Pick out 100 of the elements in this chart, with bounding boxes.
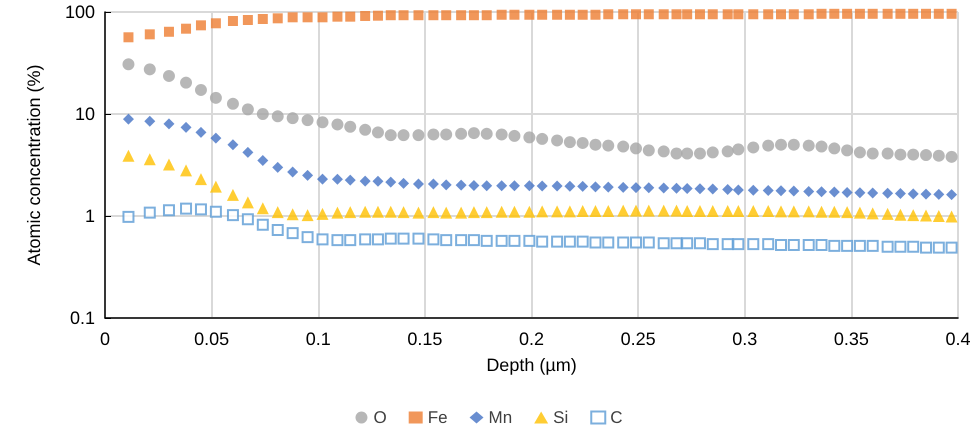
point bbox=[590, 10, 600, 20]
point bbox=[455, 128, 468, 140]
point bbox=[603, 9, 614, 20]
point bbox=[210, 206, 222, 218]
point bbox=[706, 146, 719, 158]
point bbox=[144, 153, 156, 166]
point bbox=[589, 236, 602, 248]
point bbox=[775, 138, 788, 151]
point bbox=[829, 8, 840, 19]
point bbox=[732, 204, 744, 217]
point bbox=[122, 114, 134, 125]
point bbox=[286, 227, 299, 240]
point bbox=[180, 164, 192, 176]
point bbox=[194, 84, 207, 96]
point bbox=[618, 182, 629, 193]
point bbox=[694, 148, 706, 160]
point bbox=[630, 236, 642, 248]
point bbox=[694, 183, 706, 194]
point bbox=[372, 233, 384, 246]
point bbox=[286, 112, 299, 124]
y-tick-label: 100 bbox=[64, 2, 95, 22]
legend-label: O bbox=[373, 408, 387, 427]
point bbox=[316, 116, 329, 128]
point bbox=[536, 236, 548, 248]
point bbox=[920, 188, 932, 200]
point bbox=[226, 209, 239, 222]
point bbox=[384, 206, 397, 218]
point bbox=[242, 213, 254, 226]
point bbox=[854, 240, 866, 252]
point bbox=[427, 206, 440, 218]
point bbox=[841, 240, 854, 252]
point bbox=[162, 158, 175, 170]
point bbox=[578, 10, 588, 20]
point bbox=[122, 210, 134, 223]
point bbox=[907, 148, 920, 161]
point bbox=[163, 118, 174, 130]
point bbox=[868, 8, 878, 19]
point bbox=[257, 155, 268, 166]
point bbox=[386, 10, 396, 20]
point bbox=[894, 208, 906, 221]
y-axis-title: Atomic concentration (%) bbox=[24, 64, 44, 266]
point bbox=[681, 148, 694, 160]
point bbox=[932, 150, 945, 162]
point bbox=[455, 234, 468, 246]
point bbox=[788, 238, 800, 251]
y-tick-label: 0.1 bbox=[70, 308, 95, 328]
point bbox=[496, 180, 508, 192]
point bbox=[788, 9, 799, 20]
point bbox=[440, 206, 452, 219]
point bbox=[722, 184, 734, 195]
point bbox=[455, 206, 468, 219]
point bbox=[658, 204, 670, 217]
point bbox=[788, 205, 800, 218]
point bbox=[577, 180, 588, 192]
point bbox=[828, 186, 840, 198]
point bbox=[907, 209, 920, 222]
point bbox=[920, 210, 932, 222]
point bbox=[748, 9, 758, 20]
point bbox=[748, 184, 759, 196]
point bbox=[642, 144, 655, 156]
point bbox=[398, 232, 410, 245]
point bbox=[242, 103, 254, 116]
point bbox=[552, 180, 563, 192]
point bbox=[412, 232, 424, 245]
point bbox=[681, 237, 694, 250]
point bbox=[630, 9, 641, 20]
point bbox=[762, 204, 774, 217]
point bbox=[359, 233, 372, 246]
point bbox=[496, 234, 508, 247]
point bbox=[272, 13, 283, 24]
point bbox=[359, 206, 372, 218]
point bbox=[196, 20, 206, 30]
point bbox=[802, 140, 815, 152]
point bbox=[428, 10, 438, 20]
point bbox=[427, 233, 440, 246]
point bbox=[372, 206, 384, 218]
point bbox=[682, 9, 692, 20]
point bbox=[509, 10, 520, 20]
point bbox=[644, 9, 654, 20]
point bbox=[658, 145, 670, 158]
point bbox=[618, 9, 628, 20]
point bbox=[932, 210, 945, 222]
point bbox=[496, 10, 507, 20]
point bbox=[722, 238, 734, 250]
point bbox=[481, 180, 492, 192]
point bbox=[694, 237, 706, 250]
point bbox=[706, 238, 719, 250]
point bbox=[302, 114, 314, 126]
point bbox=[480, 128, 493, 140]
point bbox=[946, 150, 958, 163]
x-tick-label: 0.05 bbox=[194, 329, 230, 349]
point bbox=[828, 206, 840, 218]
point bbox=[181, 24, 192, 34]
point bbox=[589, 204, 602, 217]
point bbox=[921, 8, 932, 19]
point bbox=[180, 122, 192, 133]
point bbox=[242, 146, 254, 158]
point bbox=[722, 145, 734, 158]
point bbox=[816, 238, 828, 251]
point bbox=[842, 186, 853, 198]
